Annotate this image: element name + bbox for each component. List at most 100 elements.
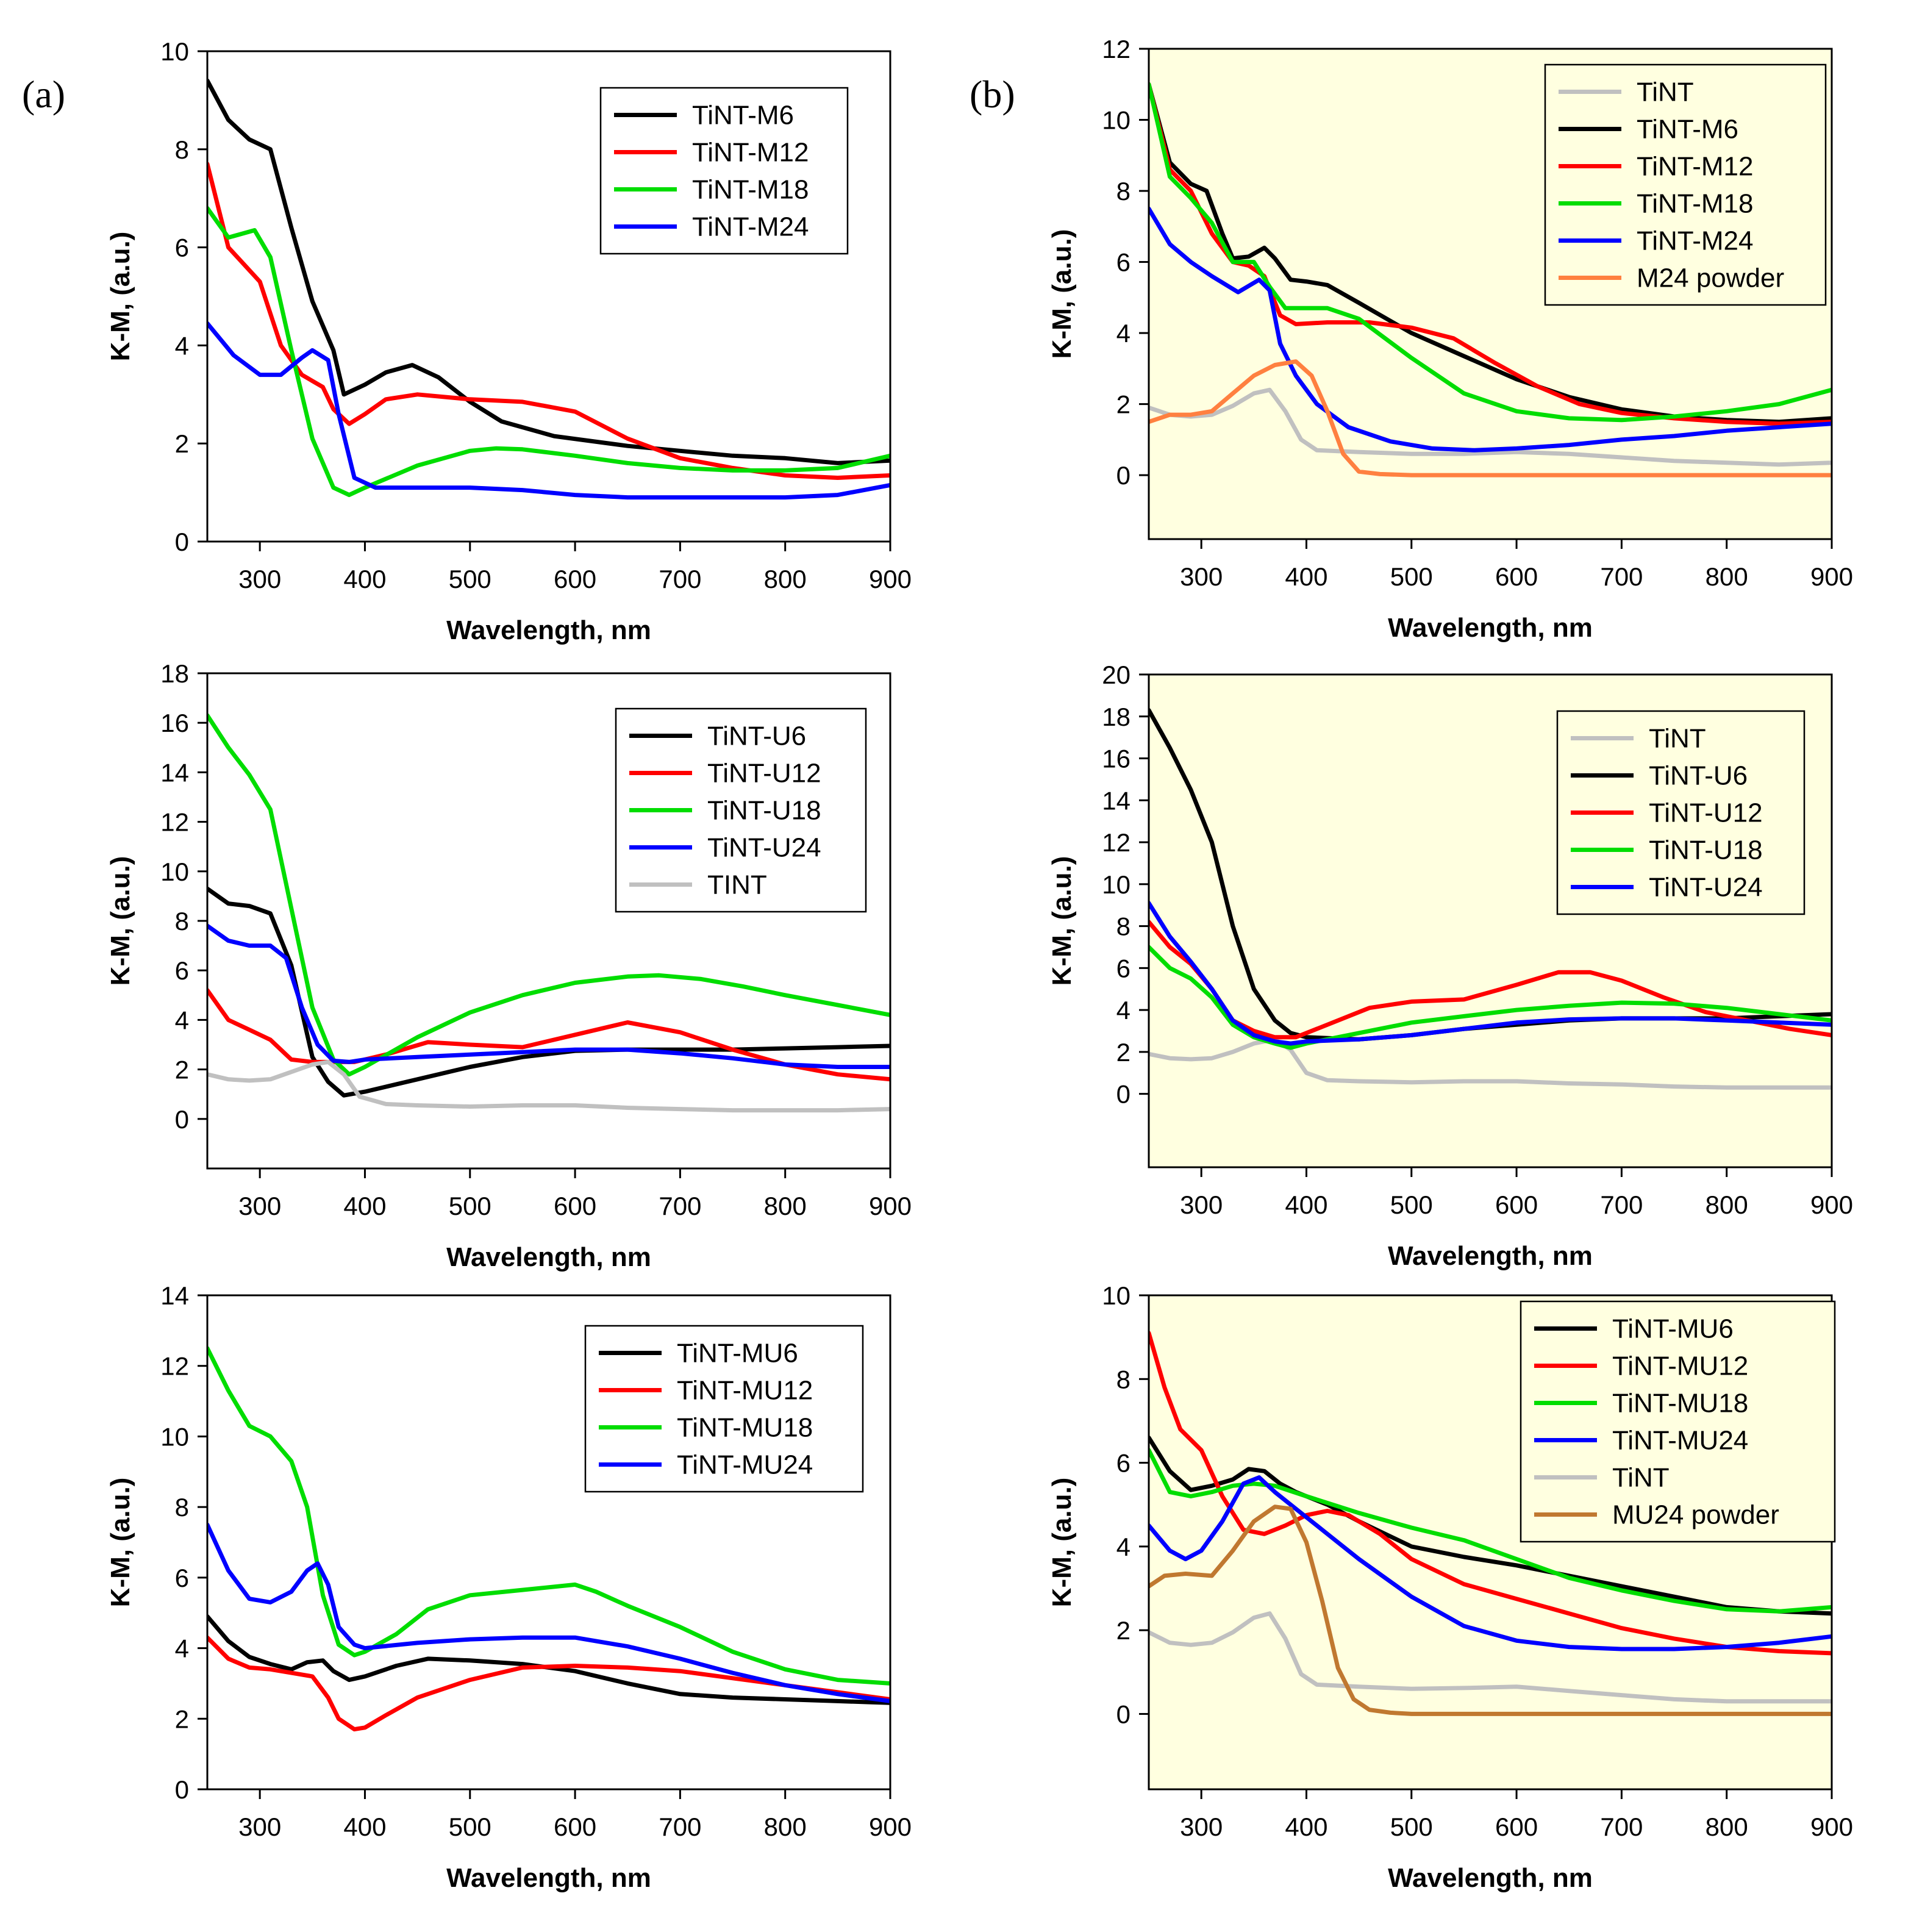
x-tick-label: 500 [449, 1812, 491, 1841]
x-tick-label: 800 [1706, 1812, 1748, 1841]
x-tick-label: 500 [1390, 562, 1433, 591]
y-tick-label: 12 [1102, 828, 1131, 857]
x-axis-title: Wavelength, nm [446, 1242, 651, 1272]
legend-entry: TiNT-MU12 [677, 1376, 813, 1406]
legend-entry: TiNT-M6 [692, 101, 794, 131]
series-line-m24-powder [1149, 359, 1832, 478]
y-tick-label: 0 [1116, 1080, 1131, 1109]
series-line-tint-m24 [1149, 206, 1832, 453]
series-line-tint-m18 [1149, 82, 1832, 423]
y-tick-label: 6 [175, 956, 189, 985]
legend-entry: TiNT [1649, 724, 1706, 754]
x-tick-label: 300 [1180, 562, 1223, 591]
x-tick-label: 300 [238, 1812, 281, 1841]
x-tick-label: 600 [554, 1812, 596, 1841]
series-line-tint-mu12 [207, 1635, 890, 1732]
x-tick-label: 900 [1810, 1812, 1853, 1841]
x-tick-label: 400 [1285, 562, 1327, 591]
x-tick-label: 600 [1495, 1190, 1538, 1219]
y-tick-label: 2 [175, 1705, 189, 1733]
y-tick-label: 8 [1116, 1365, 1131, 1394]
legend-entry: TiNT-M12 [1637, 152, 1754, 182]
legend-entry: TiNT-M6 [1637, 115, 1738, 145]
chart-b3: 300 400 500 600 700 800 900 0 2 4 6 8 10 Wavelength, … [1047, 1281, 1853, 1893]
x-axis-title: Wavelength, nm [446, 1863, 651, 1893]
y-tick-label: 10 [160, 37, 189, 66]
y-tick-label: 2 [1116, 1038, 1131, 1067]
x-tick-label: 500 [1390, 1812, 1433, 1841]
x-tick-label: 400 [343, 565, 386, 593]
chart-b1: 300 400 500 600 700 800 900 0 2 4 6 8 10 12 Wavelength… [1047, 35, 1853, 643]
y-axis-title: K-M, (a.u.) [105, 856, 135, 986]
legend: TiNT-MU6 TiNT-MU12 TiNT-MU18 TiNT-MU24 [584, 1325, 864, 1493]
x-tick-label: 700 [659, 1192, 701, 1220]
chart-b2: 300 400 500 600 700 800 900 0 2 4 6 8 10 12 14 16 18 20 Wa… [1047, 660, 1853, 1271]
y-tick-label: 6 [1116, 248, 1131, 277]
x-tick-label: 300 [1180, 1812, 1223, 1841]
y-tick-label: 20 [1102, 660, 1131, 689]
y-tick-label: 0 [175, 1775, 189, 1804]
x-tick-label: 800 [764, 565, 807, 593]
legend-entry: TiNT-MU6 [1612, 1314, 1734, 1344]
x-tick-label: 800 [1706, 562, 1748, 591]
x-axis-title: Wavelength, nm [446, 615, 651, 645]
y-tick-label: 6 [1116, 954, 1131, 982]
x-tick-label: 700 [659, 565, 701, 593]
y-tick-label: 6 [175, 1564, 189, 1592]
x-tick-label: 700 [1600, 1812, 1643, 1841]
y-tick-label: 8 [175, 1493, 189, 1522]
y-tick-label: 0 [1116, 1700, 1131, 1728]
series-line-tint-m6 [1149, 82, 1832, 424]
y-axis-title: K-M, (a.u.) [105, 232, 135, 362]
x-tick-label: 400 [343, 1812, 386, 1841]
x-tick-label: 800 [764, 1812, 807, 1841]
series-line-tint [1149, 1037, 1832, 1090]
series-line-tint-u12 [207, 988, 890, 1082]
chart-a1: 300 400 500 600 700 800 900 0 2 4 6 8 10 Wavelength, … [105, 37, 912, 645]
y-tick-label: 10 [1102, 870, 1131, 899]
legend-entry: TiNT-M12 [692, 138, 809, 168]
legend-entry: TiNT-M24 [692, 212, 809, 242]
legend-box [1520, 1300, 1836, 1543]
x-tick-label: 500 [1390, 1190, 1433, 1219]
y-tick-label: 10 [1102, 106, 1131, 135]
y-tick-label: 4 [1116, 1533, 1131, 1561]
series-line-tint-mu12 [1149, 1331, 1832, 1656]
series-line-tint-mu24 [207, 1522, 890, 1703]
y-tick-label: 8 [175, 907, 189, 936]
series-line-tint-mu18 [207, 1346, 890, 1686]
y-tick-label: 10 [160, 1422, 189, 1451]
series-line-tint-mu24 [1149, 1475, 1832, 1651]
series-line-tint-u18 [1149, 945, 1832, 1050]
panel-label-a: (a) [22, 73, 66, 116]
legend: TiNT-MU6 TiNT-MU12 TiNT-MU18 TiNT-MU24 TiNT M… [1520, 1300, 1836, 1543]
series-line-tint-u18 [207, 713, 890, 1077]
y-tick-label: 2 [175, 1056, 189, 1084]
legend-entry: TiNT-MU24 [677, 1450, 813, 1480]
x-tick-label: 900 [869, 565, 912, 593]
y-tick-label: 12 [160, 808, 189, 837]
x-tick-label: 900 [1810, 1190, 1853, 1219]
series-line-tint-m18 [207, 206, 890, 498]
y-axis-title: K-M, (a.u.) [1047, 856, 1077, 986]
y-tick-label: 2 [1116, 1616, 1131, 1645]
x-tick-label: 400 [1285, 1190, 1327, 1219]
x-tick-label: 700 [659, 1812, 701, 1841]
legend-entry: M24 powder [1637, 263, 1784, 293]
y-axis-title: K-M, (a.u.) [1047, 1478, 1077, 1608]
plot-frame [206, 50, 891, 543]
x-tick-label: 400 [1285, 1812, 1327, 1841]
legend-entry: TiNT-U12 [707, 759, 821, 789]
y-tick-label: 6 [175, 234, 189, 262]
y-tick-label: 10 [1102, 1281, 1131, 1310]
x-tick-label: 500 [449, 565, 491, 593]
y-tick-label: 4 [175, 1006, 189, 1034]
legend-entry: TiNT-U24 [1649, 873, 1763, 903]
series-line-tint-u24 [207, 923, 890, 1069]
y-tick-label: 12 [1102, 35, 1131, 63]
y-tick-label: 10 [160, 857, 189, 886]
y-tick-label: 8 [175, 135, 189, 164]
series-line-tint-m24 [207, 321, 890, 500]
legend-entry: TiNT-U18 [707, 796, 821, 826]
